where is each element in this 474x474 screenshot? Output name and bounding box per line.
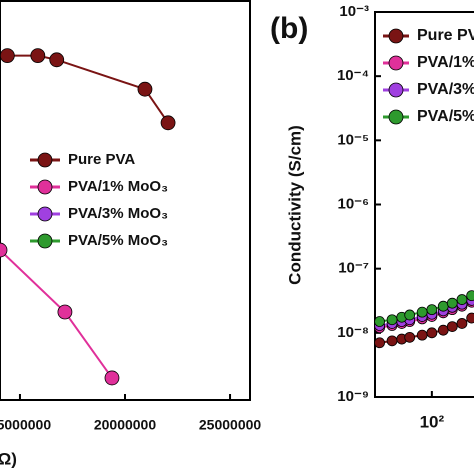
y-tick-label: 10⁻³ xyxy=(339,3,369,20)
marker xyxy=(374,316,385,327)
marker xyxy=(426,327,438,339)
y-tick-label: 10⁻⁶ xyxy=(337,195,369,212)
legend-label: PVA/3% MoO₃ xyxy=(417,81,474,98)
legend-marker xyxy=(37,233,53,249)
x-tick-label: 25000000 xyxy=(199,417,262,433)
x-tick-label: 10² xyxy=(420,412,445,431)
marker xyxy=(386,335,398,347)
marker xyxy=(374,337,385,349)
marker xyxy=(446,297,458,309)
marker xyxy=(404,331,416,343)
legend-label: PVA/5% MoO₃ xyxy=(68,232,168,249)
marker xyxy=(416,306,428,318)
y-tick-label: 10⁻⁸ xyxy=(337,324,369,341)
legend-label: PVA/1% MoO₃ xyxy=(68,178,168,195)
series-line xyxy=(0,249,113,379)
panel-label: (b) xyxy=(270,12,308,45)
y-tick-label: 10⁻⁹ xyxy=(337,388,369,405)
legend-label: Pure PVA xyxy=(417,27,474,44)
y-tick-label: 10⁻⁵ xyxy=(337,131,369,148)
y-axis-label: Conductivity (S/cm) xyxy=(285,125,304,285)
legend-label: Pure PVA xyxy=(68,151,135,168)
marker xyxy=(466,312,474,324)
legend-marker xyxy=(388,109,404,125)
marker xyxy=(437,300,449,312)
y-tick-label: 10⁻⁴ xyxy=(337,67,369,84)
legend-marker xyxy=(388,82,404,98)
legend-marker xyxy=(388,55,404,71)
legend-marker xyxy=(388,28,404,44)
legend-label: PVA/5% MoO₃ xyxy=(417,108,474,125)
legend-label: PVA/3% MoO₃ xyxy=(68,205,168,222)
x-tick-label: 20000000 xyxy=(94,417,157,433)
marker xyxy=(386,314,398,326)
marker xyxy=(416,329,428,341)
marker xyxy=(104,370,120,386)
marker xyxy=(446,321,458,333)
legend-marker xyxy=(37,206,53,222)
legend-marker xyxy=(37,152,53,168)
marker xyxy=(137,81,153,97)
marker xyxy=(426,304,438,316)
marker xyxy=(404,309,416,321)
marker xyxy=(437,324,449,336)
x-tick-label: 15000000 xyxy=(0,417,51,433)
marker xyxy=(456,318,468,329)
legend-label: PVA/1% MoO₃ xyxy=(417,54,474,71)
legend-marker xyxy=(37,179,53,195)
marker xyxy=(0,242,8,258)
marker xyxy=(160,115,176,131)
marker xyxy=(30,48,46,63)
marker xyxy=(57,304,73,320)
marker xyxy=(0,48,15,63)
y-tick-label: 10⁻⁷ xyxy=(338,260,369,277)
x-axis-label: (Ω) xyxy=(0,449,17,468)
marker xyxy=(466,290,474,302)
marker xyxy=(49,52,65,68)
marker xyxy=(456,294,468,305)
